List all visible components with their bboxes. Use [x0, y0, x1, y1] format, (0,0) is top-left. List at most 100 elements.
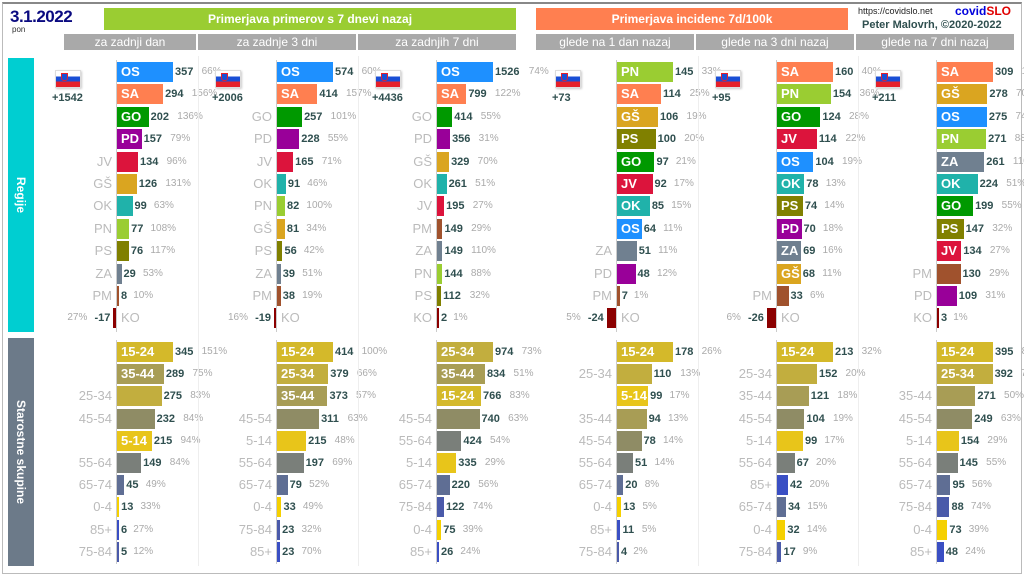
region-label: PN [941, 131, 960, 147]
age-bar [617, 408, 647, 429]
region-value: 257 [304, 110, 323, 123]
region-axis [776, 60, 777, 332]
region-percent: 100% [306, 200, 332, 212]
age-percent: 49% [302, 501, 323, 513]
age-label: 55-64 [738, 455, 772, 470]
region-value: 33 [790, 290, 803, 302]
age-percent: 39% [968, 523, 989, 535]
age-bar [937, 430, 959, 451]
age-label: 5-14 [405, 455, 432, 470]
cases-comparison-header: Primerjava primerov s 7 dnevi nazaj [104, 8, 516, 30]
region-value: 38 [282, 290, 295, 302]
region-value: 109 [958, 290, 978, 302]
age-value: 13 [121, 501, 134, 514]
panel-subheader: za zadnje 3 dni [198, 34, 356, 50]
region-label: PS [414, 288, 432, 303]
region-label: OK [621, 198, 641, 214]
age-bar [117, 519, 119, 540]
age-percent: 52% [309, 479, 330, 491]
region-bar [617, 106, 658, 127]
region-bar [937, 286, 957, 306]
age-percent: 83% [190, 390, 211, 402]
age-bar [437, 386, 482, 407]
region-value: -17 [94, 312, 111, 325]
age-label: 35-44 [898, 388, 932, 404]
region-percent: 28% [849, 110, 870, 122]
region-label: PS [781, 198, 799, 214]
region-label: SA [941, 64, 960, 79]
age-percent: 5% [641, 523, 657, 535]
age-bar [777, 386, 809, 407]
region-bar [437, 308, 439, 329]
age-percent: 5% [642, 501, 657, 513]
region-label: JV [256, 153, 272, 169]
site-url[interactable]: https://covidslo.net [858, 6, 933, 16]
region-percent: 1% [953, 312, 968, 324]
region-percent: 96% [166, 155, 187, 167]
age-value: 373 [329, 390, 348, 403]
region-bar [437, 286, 442, 306]
region-label: GŠ [253, 220, 272, 236]
region-value: 81 [286, 222, 300, 235]
age-label: 75-84 [578, 543, 612, 559]
region-bar [277, 84, 318, 105]
region-label: GO [941, 198, 962, 214]
slovenia-flag-icon [875, 70, 901, 88]
region-percent: 60% [361, 66, 382, 77]
age-bar [777, 430, 804, 451]
region-label: PS [94, 243, 112, 259]
region-bar [617, 62, 673, 82]
age-bar [617, 497, 622, 518]
age-label: 85+ [589, 521, 612, 537]
region-percent: 11% [658, 245, 678, 257]
region-label: KO [621, 310, 640, 326]
age-label: 25-34 [441, 344, 475, 359]
age-percent: 9% [802, 545, 818, 557]
region-label: GO [781, 108, 802, 124]
region-label: SA [441, 86, 460, 102]
region-label: OS [781, 153, 800, 169]
region-bar [277, 263, 281, 284]
age-label: 35-44 [738, 388, 772, 404]
region-label: OS [441, 64, 460, 79]
region-percent: 70% [477, 155, 498, 167]
region-percent: 34% [306, 222, 327, 234]
region-percent: 27% [67, 312, 88, 324]
region-value: 29 [123, 267, 136, 280]
region-bar [777, 263, 801, 284]
age-bar [117, 408, 155, 429]
age-percent: 63% [1000, 412, 1021, 424]
date: 3.1.2022 [10, 7, 73, 26]
age-value: 154 [960, 434, 980, 447]
age-value: 392 [994, 368, 1013, 381]
region-label: JV [941, 243, 957, 259]
age-value: 73 [949, 523, 962, 536]
region-axis [116, 60, 117, 332]
age-label: 85+ [249, 543, 272, 559]
age-label: 45-54 [398, 410, 432, 426]
region-label: PN [253, 198, 272, 214]
age-value: 424 [463, 434, 482, 447]
region-bar [777, 218, 802, 239]
region-value: 91 [287, 178, 301, 190]
region-value: 74 [804, 200, 818, 213]
age-value: 213 [835, 346, 854, 358]
region-label: OK [413, 176, 432, 191]
age-percent: 20% [845, 368, 866, 380]
age-value: 88 [951, 501, 964, 514]
age-value: 974 [495, 346, 514, 358]
age-label: 0-4 [913, 521, 932, 537]
region-value: 134 [140, 155, 159, 168]
age-percent: 12% [133, 545, 154, 557]
age-label: 35-44 [578, 410, 612, 426]
age-percent: 55% [986, 457, 1007, 468]
region-percent: 13% [825, 178, 846, 189]
region-value: 165 [295, 155, 314, 168]
region-value: 70 [803, 222, 816, 235]
region-percent: 32% [469, 290, 490, 301]
age-label: 15-24 [121, 344, 155, 359]
age-percent: 66% [356, 368, 377, 380]
age-bar [937, 386, 976, 407]
age-bar [117, 386, 162, 407]
region-percent: 1% [633, 290, 649, 301]
